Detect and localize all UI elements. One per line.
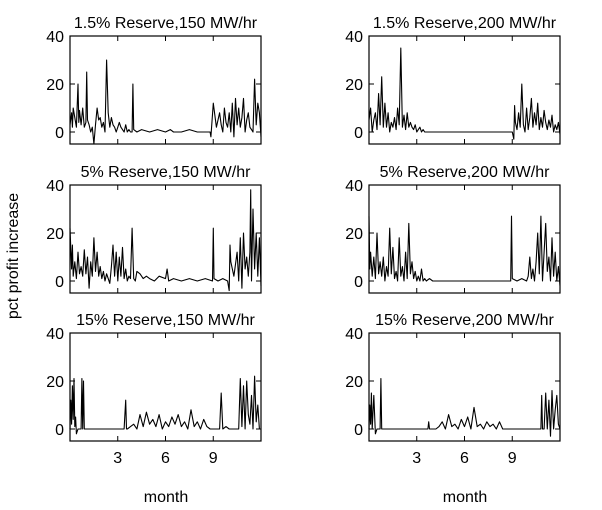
panel-15pct-150mw: 15% Reserve,150 MW/hr 0 20 40 3 6 9	[46, 312, 262, 467]
x-tick-label: 9	[508, 450, 517, 467]
xlabel-right: month	[443, 489, 487, 506]
series-line	[69, 59, 262, 145]
y-tick-label: 40	[345, 326, 363, 343]
x-tick-label: 6	[161, 450, 170, 467]
y-tick-label: 40	[345, 178, 363, 195]
panel-title: 1.5% Reserve,200 MW/hr	[373, 15, 557, 32]
panel-1-5pct-200mw: 1.5% Reserve,200 MW/hr 0 20 40	[345, 15, 561, 145]
y-tick-label: 40	[345, 29, 363, 46]
y-tick-label: 0	[55, 125, 64, 142]
plot-frame	[368, 332, 561, 442]
panel-1-5pct-150mw: 1.5% Reserve,150 MW/hr 0 20 40	[46, 15, 262, 145]
series-line	[69, 189, 262, 292]
y-tick-label: 20	[46, 374, 64, 391]
x-tick-label: 9	[209, 450, 218, 467]
x-tick-label: 3	[412, 450, 421, 467]
panel-15pct-200mw: 15% Reserve,200 MW/hr 0 20 40 3 6 9	[345, 312, 561, 467]
plot-frame	[368, 35, 561, 145]
y-tick-label: 40	[46, 326, 64, 343]
panel-5pct-150mw: 5% Reserve,150 MW/hr 0 20 40	[46, 164, 262, 294]
y-tick-label: 0	[354, 422, 363, 439]
series-line	[368, 215, 561, 286]
panel-title: 5% Reserve,150 MW/hr	[81, 164, 252, 181]
series-line	[368, 378, 561, 437]
y-tick-label: 20	[345, 374, 363, 391]
panel-title: 15% Reserve,200 MW/hr	[375, 312, 554, 329]
plot-frame	[69, 35, 262, 145]
series-line	[368, 47, 561, 140]
figure-ylabel: pct profit increase	[5, 193, 22, 319]
panel-title: 15% Reserve,150 MW/hr	[76, 312, 255, 329]
panel-5pct-200mw: 5% Reserve,200 MW/hr 0 20 40	[345, 164, 561, 294]
x-tick-label: 6	[460, 450, 469, 467]
y-tick-label: 0	[55, 422, 64, 439]
panel-title: 5% Reserve,200 MW/hr	[380, 164, 551, 181]
panel-title: 1.5% Reserve,150 MW/hr	[74, 15, 258, 32]
y-tick-label: 20	[345, 77, 363, 94]
plot-frame	[69, 332, 262, 442]
y-tick-label: 20	[46, 226, 64, 243]
y-tick-label: 0	[55, 274, 64, 291]
y-tick-label: 0	[354, 274, 363, 291]
y-tick-label: 40	[46, 178, 64, 195]
series-line	[69, 375, 261, 435]
y-tick-label: 0	[354, 125, 363, 142]
y-tick-label: 20	[46, 77, 64, 94]
x-tick-label: 3	[113, 450, 122, 467]
y-tick-label: 40	[46, 29, 64, 46]
xlabel-left: month	[144, 489, 188, 506]
y-tick-label: 20	[345, 226, 363, 243]
